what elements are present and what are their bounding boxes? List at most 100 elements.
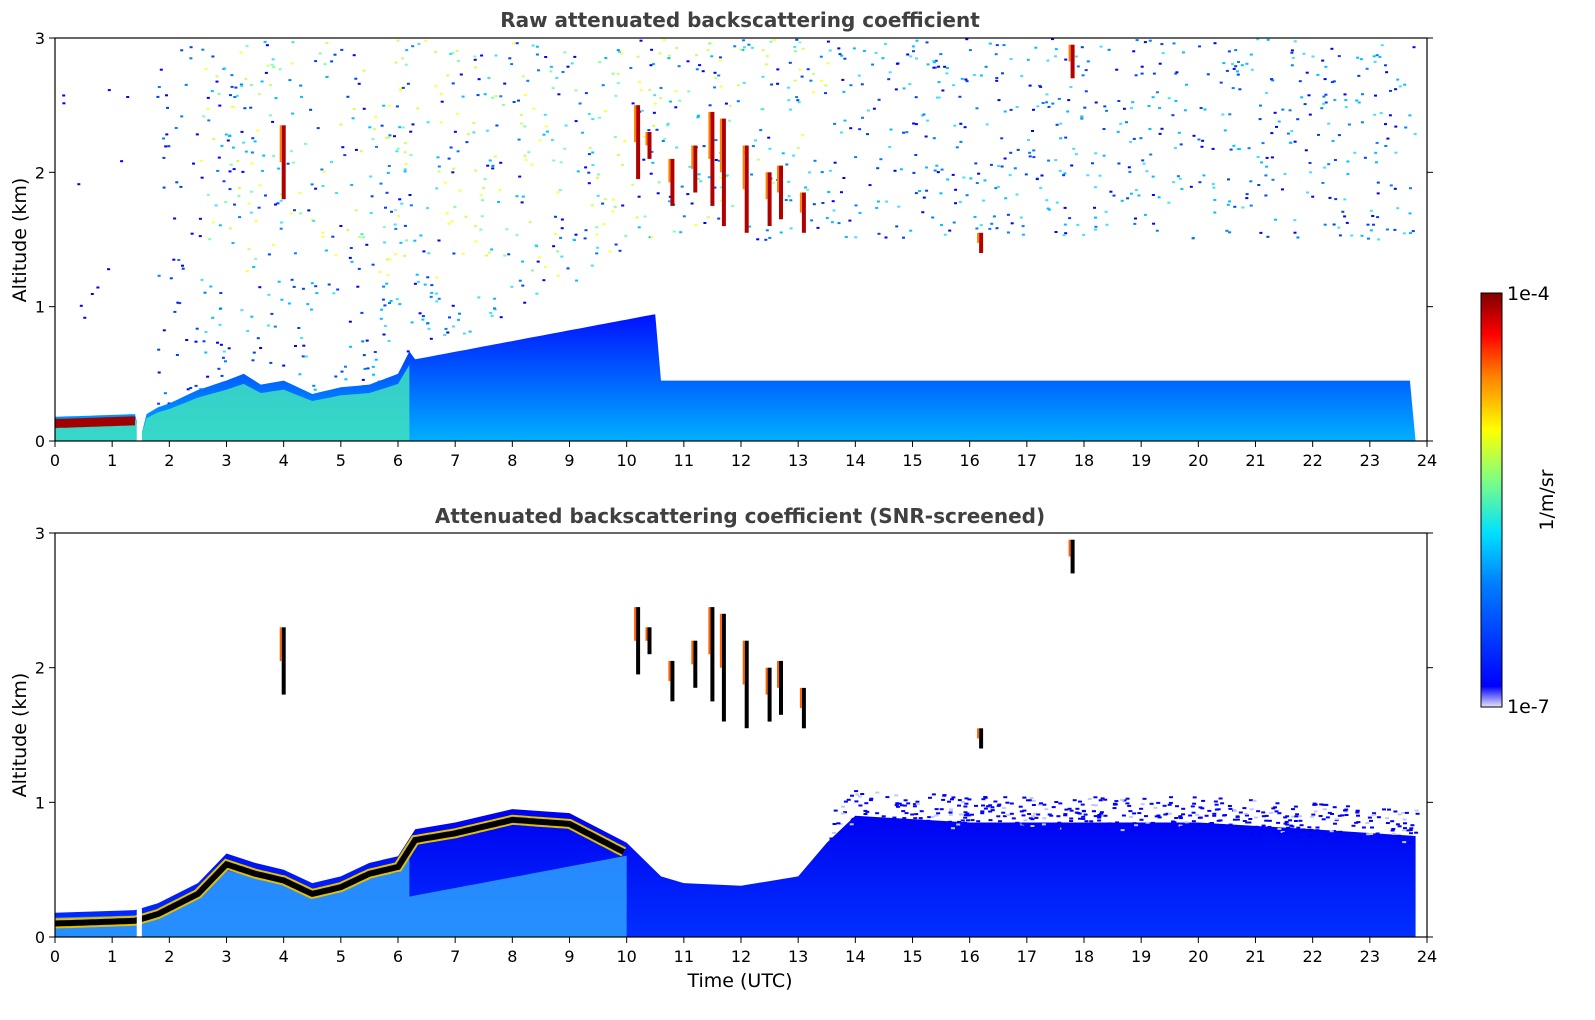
noise-pixel bbox=[902, 131, 906, 134]
noise-pixel bbox=[1332, 806, 1337, 809]
noise-pixel bbox=[1249, 204, 1253, 207]
noise-pixel bbox=[387, 136, 391, 139]
noise-pixel bbox=[1264, 194, 1268, 197]
noise-pixel bbox=[450, 220, 454, 223]
noise-pixel bbox=[365, 339, 369, 342]
noise-pixel bbox=[1346, 173, 1350, 176]
noise-pixel bbox=[922, 196, 926, 199]
noise-pixel bbox=[1249, 799, 1253, 802]
noise-pixel bbox=[368, 126, 372, 129]
noise-pixel bbox=[251, 137, 255, 140]
noise-pixel bbox=[1112, 194, 1116, 197]
noise-pixel bbox=[833, 122, 837, 125]
noise-pixel bbox=[474, 169, 478, 172]
noise-pixel bbox=[306, 303, 310, 306]
noise-pixel bbox=[1140, 72, 1144, 75]
noise-pixel bbox=[883, 43, 887, 45]
noise-pixel bbox=[1153, 806, 1158, 809]
noise-pixel bbox=[570, 62, 574, 65]
noise-pixel bbox=[515, 42, 519, 45]
noise-pixel bbox=[240, 309, 244, 312]
noise-pixel bbox=[819, 55, 823, 58]
x-tick-label: 17 bbox=[1017, 947, 1037, 966]
noise-pixel bbox=[666, 124, 670, 127]
x-tick-label: 24 bbox=[1417, 451, 1437, 470]
noise-pixel bbox=[1273, 806, 1277, 809]
noise-pixel bbox=[389, 300, 393, 302]
noise-pixel bbox=[299, 212, 303, 215]
noise-pixel bbox=[1216, 819, 1221, 822]
noise-pixel bbox=[1094, 228, 1097, 231]
x-tick-label: 20 bbox=[1188, 947, 1208, 966]
noise-pixel bbox=[983, 796, 988, 798]
noise-pixel bbox=[1406, 829, 1411, 832]
x-tick-label: 19 bbox=[1131, 451, 1151, 470]
noise-pixel bbox=[555, 77, 559, 79]
noise-pixel bbox=[1366, 833, 1371, 836]
noise-pixel bbox=[1409, 232, 1412, 234]
noise-pixel bbox=[1338, 234, 1342, 237]
x-tick-label: 23 bbox=[1360, 451, 1380, 470]
noise-pixel bbox=[1081, 817, 1086, 820]
noise-pixel bbox=[321, 235, 325, 238]
noise-pixel bbox=[493, 297, 497, 300]
noise-pixel bbox=[528, 221, 532, 224]
noise-pixel bbox=[321, 231, 325, 234]
noise-pixel bbox=[574, 233, 578, 236]
noise-pixel bbox=[557, 93, 561, 96]
noise-pixel bbox=[830, 221, 834, 224]
noise-pixel bbox=[316, 127, 320, 130]
noise-pixel bbox=[172, 258, 176, 261]
noise-pixel bbox=[1245, 62, 1249, 65]
noise-pixel bbox=[1301, 828, 1306, 831]
noise-pixel bbox=[959, 122, 963, 125]
noise-pixel bbox=[841, 805, 845, 808]
noise-pixel bbox=[1100, 814, 1105, 817]
noise-pixel bbox=[1325, 834, 1329, 837]
noise-pixel bbox=[179, 185, 183, 188]
cloud-streak bbox=[1070, 44, 1075, 79]
noise-pixel bbox=[333, 53, 337, 56]
noise-pixel bbox=[750, 173, 754, 176]
noise-pixel bbox=[263, 40, 267, 43]
noise-pixel bbox=[352, 54, 356, 57]
noise-pixel bbox=[499, 161, 503, 164]
noise-pixel bbox=[776, 68, 780, 71]
noise-pixel bbox=[739, 48, 743, 51]
cloud-streak-edge bbox=[708, 111, 711, 159]
noise-pixel bbox=[310, 218, 314, 221]
noise-pixel bbox=[354, 77, 358, 80]
noise-pixel bbox=[595, 176, 599, 179]
noise-pixel bbox=[448, 316, 451, 319]
noise-pixel bbox=[312, 219, 316, 222]
noise-pixel bbox=[289, 212, 293, 215]
noise-pixel bbox=[875, 791, 880, 794]
noise-pixel bbox=[1345, 221, 1349, 224]
noise-pixel bbox=[1103, 824, 1108, 827]
noise-pixel bbox=[1094, 101, 1098, 104]
noise-pixel bbox=[1102, 154, 1106, 157]
noise-pixel bbox=[174, 127, 178, 129]
noise-pixel bbox=[827, 191, 831, 193]
noise-pixel bbox=[1181, 813, 1186, 816]
noise-pixel bbox=[474, 240, 478, 243]
noise-pixel bbox=[457, 60, 460, 62]
cloud-streak bbox=[779, 165, 783, 220]
noise-pixel bbox=[1134, 189, 1138, 191]
noise-pixel bbox=[1211, 147, 1215, 150]
noise-pixel bbox=[1156, 814, 1161, 817]
noise-pixel bbox=[224, 360, 227, 363]
noise-pixel bbox=[518, 175, 522, 178]
noise-pixel bbox=[251, 359, 255, 362]
noise-pixel bbox=[382, 285, 386, 288]
noise-pixel bbox=[866, 818, 870, 821]
noise-pixel bbox=[912, 171, 916, 174]
noise-pixel bbox=[452, 167, 456, 170]
noise-pixel bbox=[1006, 231, 1010, 234]
noise-pixel bbox=[1087, 798, 1092, 800]
noise-pixel bbox=[1356, 821, 1361, 824]
noise-pixel bbox=[1099, 45, 1103, 48]
noise-pixel bbox=[314, 285, 318, 288]
noise-pixel bbox=[544, 125, 548, 128]
noise-pixel bbox=[1093, 815, 1098, 818]
